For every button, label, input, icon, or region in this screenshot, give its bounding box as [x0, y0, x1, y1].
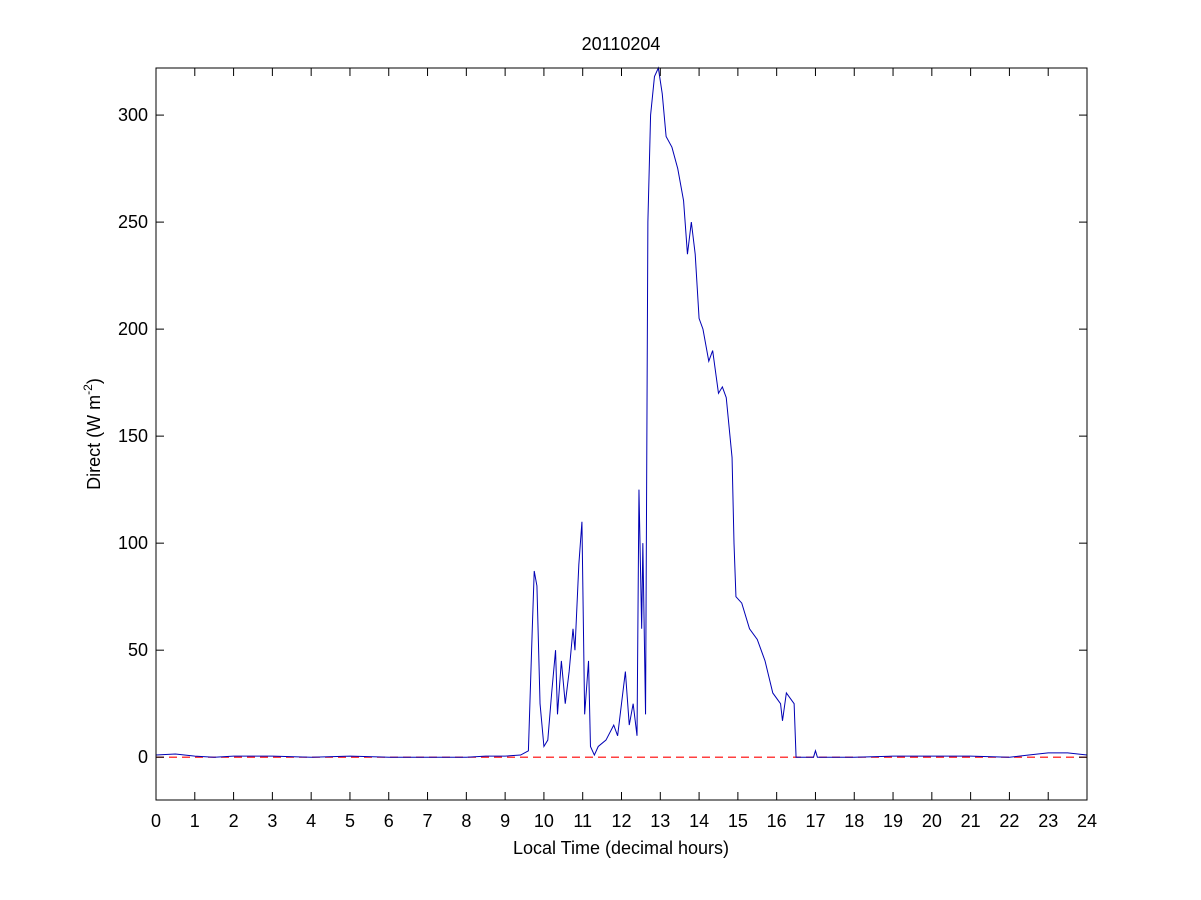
- x-axis-label: Local Time (decimal hours): [513, 838, 729, 858]
- y-label-sup: -2: [81, 384, 95, 395]
- x-tick-label: 6: [384, 811, 394, 831]
- x-tick-label: 9: [500, 811, 510, 831]
- x-tick-label: 1: [190, 811, 200, 831]
- x-tick-label: 20: [922, 811, 942, 831]
- x-tick-label: 5: [345, 811, 355, 831]
- y-label-text: Direct (W m: [84, 395, 104, 490]
- x-tick-label: 4: [306, 811, 316, 831]
- x-tick-label: 21: [961, 811, 981, 831]
- x-tick-label: 8: [461, 811, 471, 831]
- y-tick-label: 0: [138, 747, 148, 767]
- x-tick-label: 14: [689, 811, 709, 831]
- y-label-end: ): [84, 378, 104, 384]
- x-tick-label: 12: [611, 811, 631, 831]
- x-tick-label: 16: [767, 811, 787, 831]
- x-tick-label: 7: [423, 811, 433, 831]
- x-tick-label: 0: [151, 811, 161, 831]
- x-tick-label: 2: [229, 811, 239, 831]
- x-tick-label: 18: [844, 811, 864, 831]
- y-tick-label: 50: [128, 640, 148, 660]
- y-tick-label: 200: [118, 319, 148, 339]
- y-tick-label: 150: [118, 426, 148, 446]
- x-tick-label: 11: [573, 811, 592, 831]
- x-tick-label: 24: [1077, 811, 1097, 831]
- x-tick-label: 10: [534, 811, 554, 831]
- x-tick-label: 3: [267, 811, 277, 831]
- x-tick-label: 15: [728, 811, 748, 831]
- y-axis-label: Direct (W m-2): [81, 378, 104, 490]
- y-tick-label: 100: [118, 533, 148, 553]
- x-tick-label: 13: [650, 811, 670, 831]
- x-tick-label: 22: [999, 811, 1019, 831]
- chart-title: 20110204: [582, 34, 661, 54]
- x-tick-label: 17: [805, 811, 825, 831]
- y-tick-label: 300: [118, 105, 148, 125]
- x-tick-label: 23: [1038, 811, 1058, 831]
- data-line: [155, 66, 1088, 758]
- x-tick-label: 19: [883, 811, 903, 831]
- y-tick-label: 250: [118, 212, 148, 232]
